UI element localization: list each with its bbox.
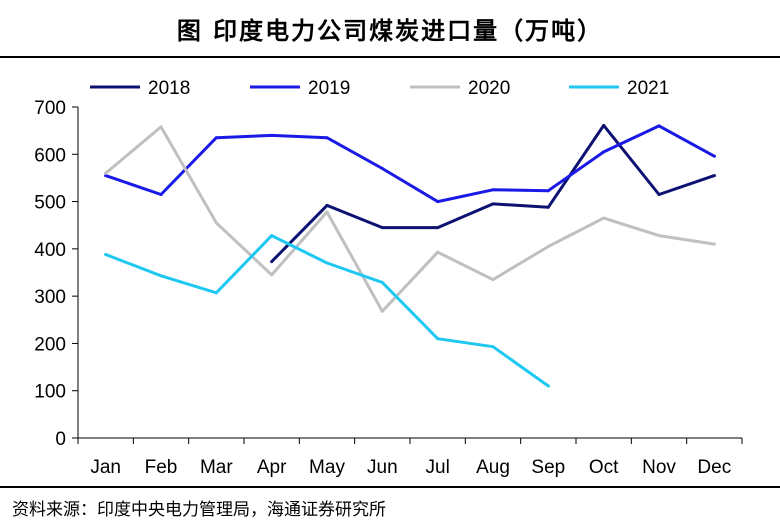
data-point-2019 bbox=[602, 150, 606, 154]
legend-label-2018: 2018 bbox=[148, 78, 190, 99]
data-point-2019 bbox=[436, 200, 440, 204]
x-tick-label: Nov bbox=[642, 457, 676, 478]
x-tick-label: Sep bbox=[531, 457, 565, 478]
data-point-2019 bbox=[491, 188, 495, 192]
y-tick-label: 200 bbox=[34, 334, 66, 355]
data-point-2018 bbox=[602, 123, 606, 127]
x-tick-label: Mar bbox=[200, 457, 233, 478]
data-point-2019 bbox=[270, 133, 274, 137]
series-lines bbox=[104, 123, 716, 388]
data-point-2020 bbox=[546, 244, 550, 248]
y-tick-label: 500 bbox=[34, 193, 66, 214]
line-chart: 2018 2019 2020 2021 0 100 200 300 400 500 600 700 J… bbox=[34, 78, 743, 478]
data-point-2019 bbox=[657, 124, 661, 128]
x-tick-label: Jan bbox=[90, 457, 121, 478]
x-tick-label: Aug bbox=[476, 457, 510, 478]
data-point-2020 bbox=[712, 242, 716, 246]
series-line-2020 bbox=[104, 125, 716, 313]
y-tick-label: 0 bbox=[55, 429, 66, 450]
figure-title: 图 印度电力公司煤炭进口量（万吨） bbox=[176, 15, 604, 45]
y-tick-label: 700 bbox=[34, 98, 66, 119]
x-tick-label: Dec bbox=[697, 457, 731, 478]
y-tick-label: 100 bbox=[34, 382, 66, 403]
data-point-2019 bbox=[104, 174, 108, 178]
data-point-2018 bbox=[491, 202, 495, 206]
legend-label-2021: 2021 bbox=[627, 78, 669, 99]
data-point-2020 bbox=[104, 171, 108, 175]
x-tick-label: Oct bbox=[589, 457, 619, 478]
x-tick-label: Feb bbox=[145, 457, 178, 478]
data-point-2018 bbox=[436, 226, 440, 230]
data-point-2021 bbox=[546, 384, 550, 388]
y-tick-label: 300 bbox=[34, 287, 66, 308]
axes: 0 100 200 300 400 500 600 700 Jan Feb Mar Apr May Jun… bbox=[34, 98, 743, 478]
data-point-2018 bbox=[325, 203, 329, 207]
data-point-2021 bbox=[380, 280, 384, 284]
data-point-2020 bbox=[380, 309, 384, 313]
data-point-2019 bbox=[214, 136, 218, 140]
data-point-2018 bbox=[270, 260, 274, 264]
x-tick-label: Jun bbox=[367, 457, 398, 478]
data-point-2021 bbox=[325, 261, 329, 265]
data-point-2019 bbox=[159, 192, 163, 196]
series-line-2018 bbox=[270, 123, 716, 264]
data-point-2019 bbox=[380, 166, 384, 170]
x-tick-label: Jul bbox=[426, 457, 450, 478]
data-point-2020 bbox=[657, 234, 661, 238]
legend: 2018 2019 2020 2021 bbox=[90, 78, 669, 99]
x-tick-label: May bbox=[309, 457, 345, 478]
legend-label-2020: 2020 bbox=[468, 78, 510, 99]
data-point-2020 bbox=[491, 278, 495, 282]
data-point-2021 bbox=[214, 291, 218, 295]
data-point-2018 bbox=[546, 205, 550, 209]
y-tick-label: 400 bbox=[34, 240, 66, 261]
y-tick-label: 600 bbox=[34, 145, 66, 166]
data-point-2021 bbox=[104, 253, 108, 257]
data-point-2021 bbox=[270, 234, 274, 238]
source-divider bbox=[0, 486, 780, 488]
series-line-2019 bbox=[104, 124, 716, 204]
data-point-2019 bbox=[325, 136, 329, 140]
data-point-2018 bbox=[380, 226, 384, 230]
x-tick-label: Apr bbox=[257, 457, 287, 478]
series-line-2021 bbox=[104, 234, 550, 388]
data-point-2020 bbox=[602, 216, 606, 220]
legend-label-2019: 2019 bbox=[308, 78, 350, 99]
data-point-2019 bbox=[712, 154, 716, 158]
source-note: 资料来源：印度中央电力管理局，海通证券研究所 bbox=[12, 499, 386, 520]
data-point-2020 bbox=[436, 250, 440, 254]
data-point-2018 bbox=[657, 192, 661, 196]
data-point-2019 bbox=[546, 189, 550, 193]
data-point-2021 bbox=[436, 337, 440, 341]
data-point-2020 bbox=[325, 210, 329, 214]
data-point-2021 bbox=[491, 345, 495, 349]
title-divider bbox=[0, 56, 780, 58]
data-point-2020 bbox=[270, 273, 274, 277]
data-point-2018 bbox=[712, 174, 716, 178]
data-point-2020 bbox=[214, 221, 218, 225]
data-point-2021 bbox=[159, 274, 163, 278]
data-point-2020 bbox=[159, 125, 163, 129]
